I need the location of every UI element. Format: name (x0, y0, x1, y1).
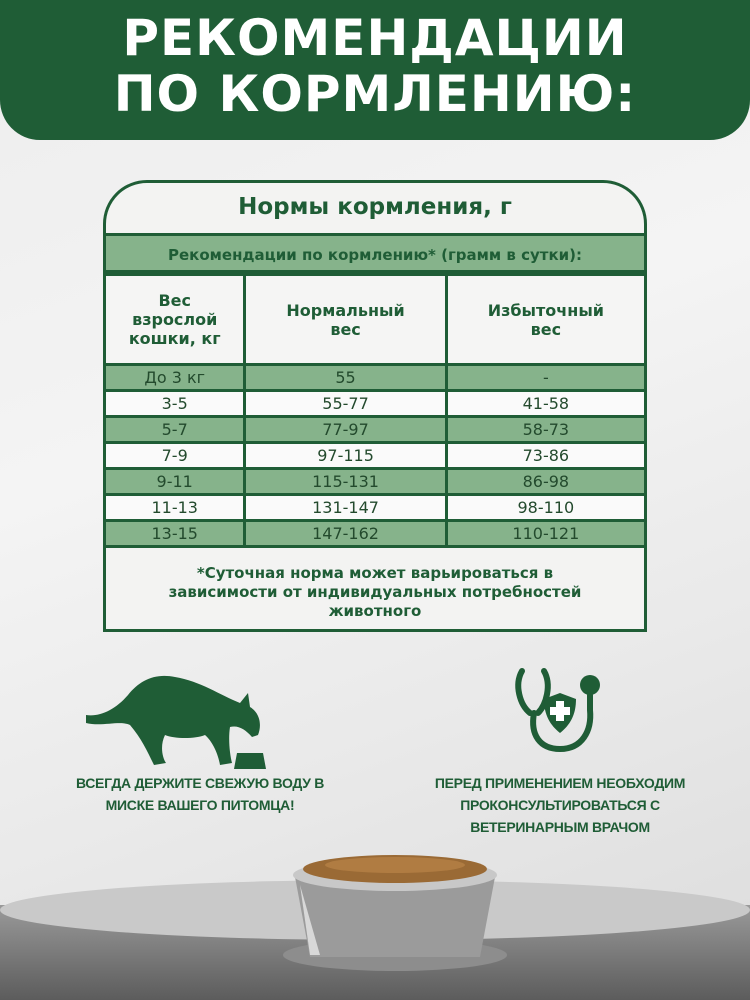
table-row: 11-13 131-147 98-110 (106, 493, 644, 522)
normal-weight-cell: 131-147 (243, 493, 448, 522)
normal-weight-cell: 115-131 (243, 467, 448, 496)
normal-weight-cell: 97-115 (243, 441, 448, 470)
overweight-cell: 58-73 (444, 415, 644, 444)
food-bowl-image (283, 855, 507, 971)
overweight-cell: 110-121 (444, 519, 644, 548)
table-row: 13-15 147-162 110-121 (106, 519, 644, 548)
feeding-table: Вес взрослой кошки, кг Нормальный вес Из… (106, 273, 644, 548)
feeding-table-card: Нормы кормления, г Рекомендации по кормл… (103, 180, 647, 632)
normal-weight-cell: 55-77 (243, 389, 448, 418)
footnote: *Суточная норма может варьироваться в за… (168, 564, 582, 620)
cat-eating-icon (86, 675, 266, 769)
table-row: 7-9 97-115 73-86 (106, 441, 644, 470)
normal-weight-cell: 77-97 (243, 415, 448, 444)
table-row: 9-11 115-131 86-98 (106, 467, 644, 496)
weight-cell: 5-7 (106, 415, 247, 444)
weight-cell: 7-9 (106, 441, 247, 470)
table-title: Нормы кормления, г (238, 194, 512, 220)
overweight-cell: 86-98 (444, 467, 644, 496)
header-banner: РЕКОМЕНДАЦИИ ПО КОРМЛЕНИЮ: (0, 0, 750, 140)
overweight-cell: 41-58 (444, 389, 644, 418)
table-row: 3-5 55-77 41-58 (106, 389, 644, 418)
weight-cell: 3-5 (106, 389, 247, 418)
overweight-cell: 98-110 (444, 493, 644, 522)
tip-fresh-water: ВСЕГДА ДЕРЖИТЕ СВЕЖУЮ ВОДУ В МИСКЕ ВАШЕГ… (75, 775, 325, 813)
column-header-weight: Вес взрослой кошки, кг (106, 273, 247, 366)
title-line-1: РЕКОМЕНДАЦИИ (122, 9, 628, 67)
weight-cell: 9-11 (106, 467, 247, 496)
stethoscope-shield-icon (515, 668, 600, 753)
weight-cell: До 3 кг (106, 363, 247, 392)
table-row: 5-7 77-97 58-73 (106, 415, 644, 444)
table-subtitle: Рекомендации по кормлению* (грамм в сутк… (106, 233, 644, 273)
tip-consult-vet: ПЕРЕД ПРИМЕНЕНИЕМ НЕОБХОДИМ ПРОКОНСУЛЬТИ… (434, 775, 686, 835)
column-header-normal: Нормальный вес (243, 273, 448, 366)
overweight-cell: 73-86 (444, 441, 644, 470)
table-row: До 3 кг 55- (106, 363, 644, 392)
table-header-row: Вес взрослой кошки, кг Нормальный вес Из… (106, 273, 644, 366)
normal-weight-cell: 55 (243, 363, 448, 392)
weight-cell: 11-13 (106, 493, 247, 522)
title-line-2: ПО КОРМЛЕНИЮ: (113, 65, 637, 123)
overweight-cell: - (444, 363, 644, 392)
normal-weight-cell: 147-162 (243, 519, 448, 548)
column-header-overweight: Избыточный вес (444, 273, 644, 366)
weight-cell: 13-15 (106, 519, 247, 548)
